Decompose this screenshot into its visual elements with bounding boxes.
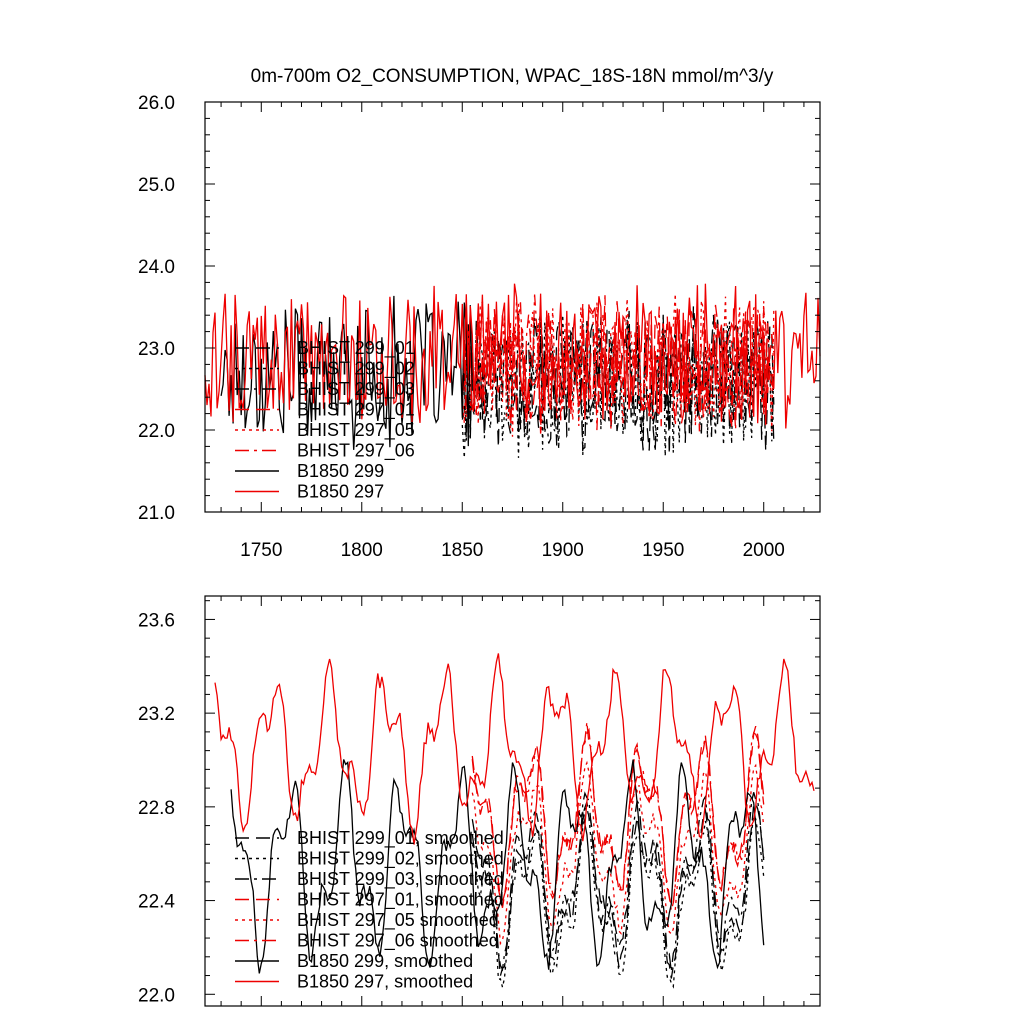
legend-label: B1850 299, smoothed <box>297 951 473 971</box>
y-tick-label: 24.0 <box>138 257 175 278</box>
x-tick-label: 1850 <box>441 540 483 561</box>
legend-label: B1850 297, smoothed <box>297 972 473 992</box>
top-plot-frame <box>204 101 821 513</box>
y-tick-label: 23.6 <box>138 610 175 631</box>
legend-label: BHIST 297_06 smoothed <box>297 931 499 952</box>
chart-title: 0m-700m O2_CONSUMPTION, WPAC_18S-18N mmo… <box>251 66 774 87</box>
legend-label: BHIST 297_05 smoothed <box>297 910 499 931</box>
series-line-3 <box>461 295 775 429</box>
series-line-1 <box>471 807 765 989</box>
y-tick-label: 23.2 <box>138 704 175 725</box>
bottom-panel: 22.0 22.4 22.8 23.2 23.6 BHIST 299_01, smoot… <box>138 595 821 1007</box>
series-line-6 <box>230 759 765 974</box>
y-tick-label: 26.0 <box>138 93 175 114</box>
legend-label: BHIST 297_01, smoothed <box>297 890 504 911</box>
y-tick-label: 22.4 <box>138 892 175 913</box>
legend-label: BHIST 299_02, smoothed <box>297 849 504 870</box>
legend-label: BHIST 299_02 <box>297 359 415 380</box>
y-tick-label: 22.0 <box>138 421 175 442</box>
bottom-ticks-layer: 22.0 22.4 22.8 23.2 23.6 <box>138 596 820 1006</box>
series-line-5 <box>471 721 765 911</box>
legend-label: B1850 299 <box>297 461 384 481</box>
legend-label: BHIST 299_01 <box>297 338 415 359</box>
top-panel: 0m-700m O2_CONSUMPTION, WPAC_18S-18N mmo… <box>138 66 821 561</box>
legend-label: BHIST 299_03 <box>297 379 415 400</box>
x-tick-label: 1950 <box>642 540 684 561</box>
bottom-series-layer <box>214 653 815 989</box>
legend-label: B1850 297 <box>297 482 384 502</box>
x-tick-label: 1800 <box>341 540 383 561</box>
legend-label: BHIST 299_03, smoothed <box>297 869 504 890</box>
y-tick-label: 25.0 <box>138 175 175 196</box>
top-ticks-layer: 1750 1800 1850 1900 1950 2000 21.0 22.0 23.0 24.0… <box>138 93 820 561</box>
legend-label: BHIST 297_06 <box>297 441 415 462</box>
top-series-layer <box>204 283 821 459</box>
legend-label: BHIST 297_05 <box>297 420 415 441</box>
legend-label: BHIST 297_01 <box>297 400 415 421</box>
series-line-7 <box>204 283 821 429</box>
x-tick-label: 2000 <box>743 540 785 561</box>
bottom-plot-frame <box>204 595 821 1007</box>
y-tick-label: 21.0 <box>138 503 175 524</box>
series-line-2 <box>471 791 765 972</box>
y-tick-label: 23.0 <box>138 339 175 360</box>
x-tick-label: 1750 <box>240 540 282 561</box>
y-tick-label: 22.0 <box>138 985 175 1006</box>
series-line-7 <box>214 653 815 845</box>
y-tick-label: 22.8 <box>138 798 175 819</box>
x-tick-label: 1900 <box>542 540 584 561</box>
legend-label: BHIST 299_01, smoothed <box>297 828 504 849</box>
